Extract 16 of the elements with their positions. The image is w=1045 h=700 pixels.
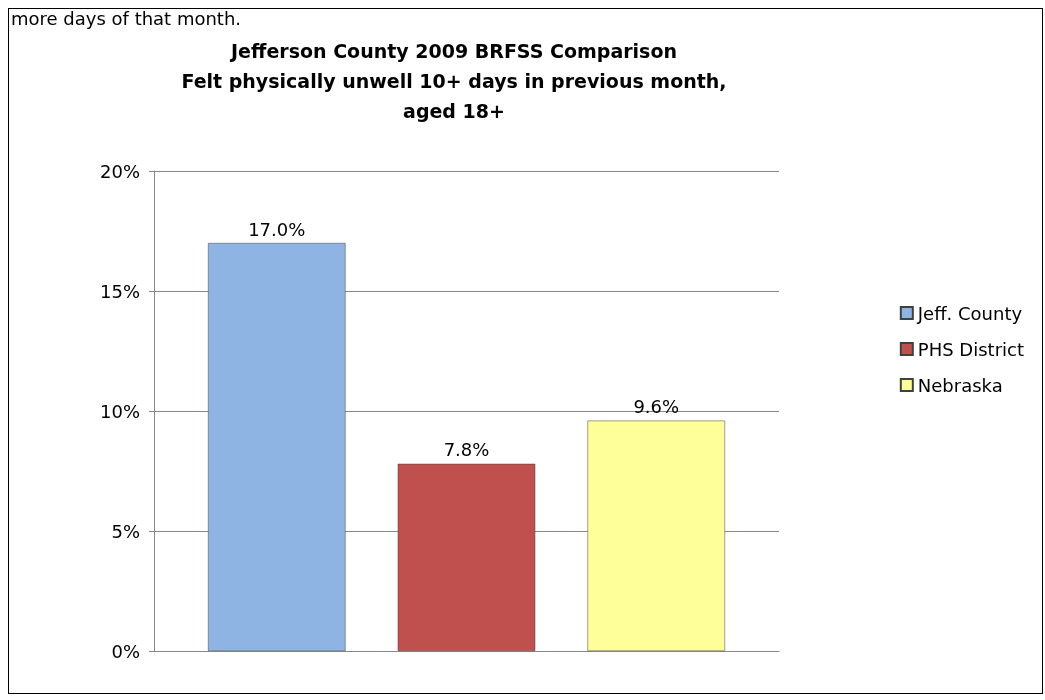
y-tick-label: 20% [99, 160, 140, 182]
y-tick-label: 0% [111, 640, 140, 662]
bar [587, 420, 725, 651]
y-tick-label: 5% [111, 520, 140, 542]
data-label: 17.0% [248, 218, 306, 240]
data-label: 9.6% [633, 396, 680, 418]
bar [397, 463, 536, 651]
legend-label: Jeff. County [916, 302, 1023, 324]
bar [208, 243, 346, 651]
legend-label: PHS District [917, 338, 1025, 360]
legend-label: Nebraska [917, 374, 1003, 396]
chart-title: Jefferson County 2009 BRFSS Comparison Felt physically unwell 10+ days in previous month, aged 18+ [181, 40, 727, 122]
data-label: 7.8% [443, 439, 490, 461]
text: more days of that month. [11, 7, 242, 29]
y-tick-label: 10% [99, 400, 140, 422]
y-tick-label: 15% [99, 280, 140, 302]
